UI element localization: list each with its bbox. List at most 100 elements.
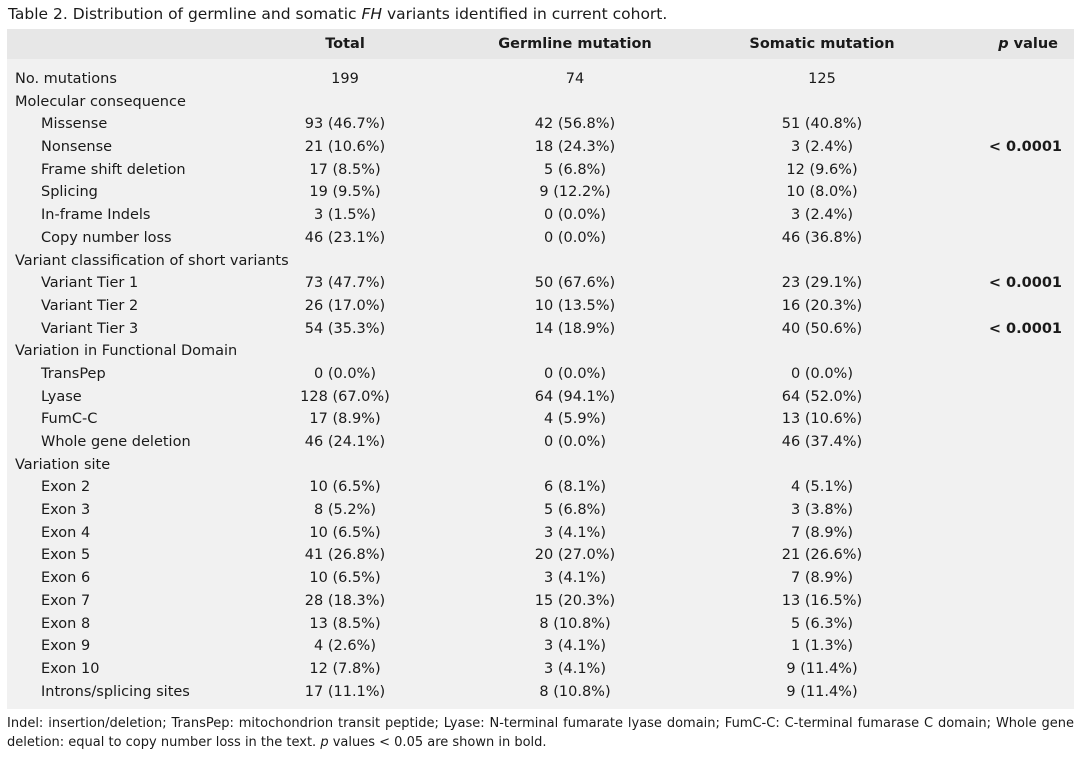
row-label: Exon 8 bbox=[41, 615, 91, 632]
cell-total: 12 (7.8%) bbox=[309, 660, 381, 677]
table-rows: No. mutations 199 74 125 Molecular consequen… bbox=[7, 68, 1074, 703]
cell-germline: 0 (0.0%) bbox=[544, 434, 606, 450]
cell-somatic: 125 bbox=[808, 71, 836, 87]
cell-somatic: 23 (29.1%) bbox=[781, 275, 863, 292]
table-row: Lyase 128 (67.0%) 64 (94.1%) 64 (52.0%) bbox=[7, 386, 1074, 409]
table-body: No. mutations 199 74 125 Molecular consequen… bbox=[7, 59, 1074, 709]
row-label: Variation site bbox=[15, 456, 111, 473]
row-label: Exon 6 bbox=[41, 570, 91, 587]
cell-total: 73 (47.7%) bbox=[304, 275, 386, 292]
row-label: Exon 2 bbox=[41, 479, 91, 496]
header-p-rest: value bbox=[1008, 36, 1058, 52]
cell-germline: 50 (67.6%) bbox=[534, 275, 616, 292]
cell-total: 10 (6.5%) bbox=[309, 570, 381, 587]
table-row: TransPep 0 (0.0%) 0 (0.0%) 0 (0.0%) bbox=[7, 363, 1074, 386]
cell-somatic: 4 (5.1%) bbox=[791, 479, 853, 496]
cell-germline: 0 (0.0%) bbox=[544, 207, 606, 224]
cell-total: 93 (46.7%) bbox=[304, 116, 386, 133]
cell-somatic: 51 (40.8%) bbox=[781, 116, 863, 133]
cell-p-value: < 0.0001 bbox=[988, 275, 1062, 292]
table-row: Splicing 19 (9.5%) 9 (12.2%) 10 (8.0%) bbox=[7, 181, 1074, 204]
cell-somatic: 5 (6.3%) bbox=[791, 615, 853, 632]
table-section-row: Variant classification of short variants bbox=[7, 250, 1074, 273]
table-row: Frame shift deletion 17 (8.5%) 5 (6.8%) 12 … bbox=[7, 159, 1074, 182]
table-section-row: Variation site bbox=[7, 454, 1074, 477]
row-label: Nonsense bbox=[41, 139, 113, 156]
caption-suffix: variants identified in current cohort. bbox=[382, 5, 668, 23]
cell-germline: 0 (0.0%) bbox=[544, 229, 606, 246]
cell-somatic: 1 (1.3%) bbox=[791, 638, 853, 655]
cell-somatic: 46 (37.4%) bbox=[781, 434, 863, 450]
row-label: Whole gene deletion bbox=[41, 434, 191, 450]
row-label: Lyase bbox=[41, 388, 82, 405]
table-row: Exon 2 10 (6.5%) 6 (8.1%) 4 (5.1%) bbox=[7, 476, 1074, 499]
cell-total: 19 (9.5%) bbox=[309, 184, 381, 201]
cell-total: 41 (26.8%) bbox=[304, 547, 386, 564]
table-row: Whole gene deletion 46 (24.1%) 0 (0.0%) 46 … bbox=[7, 431, 1074, 454]
cell-germline: 0 (0.0%) bbox=[544, 365, 606, 382]
cell-total: 54 (35.3%) bbox=[304, 320, 386, 337]
caption-gene: FH bbox=[361, 5, 383, 23]
row-label: Variant Tier 2 bbox=[41, 297, 139, 314]
cell-germline: 42 (56.8%) bbox=[534, 116, 616, 133]
table-row: Exon 7 28 (18.3%) 15 (20.3%) 13 (16.5%) bbox=[7, 590, 1074, 613]
cell-total: 46 (23.1%) bbox=[304, 229, 386, 246]
cell-total: 8 (5.2%) bbox=[314, 502, 376, 519]
header-total: Total bbox=[325, 36, 365, 52]
cell-total: 13 (8.5%) bbox=[309, 615, 381, 632]
cell-germline: 8 (10.8%) bbox=[539, 615, 611, 632]
table-row: Exon 4 10 (6.5%) 3 (4.1%) 7 (8.9%) bbox=[7, 522, 1074, 545]
footnote-text-end: values < 0.05 are shown in bold. bbox=[328, 735, 547, 750]
cell-somatic: 12 (9.6%) bbox=[786, 161, 858, 178]
footnote-text: Indel: insertion/deletion; TransPep: mit… bbox=[7, 716, 1074, 750]
cell-germline: 18 (24.3%) bbox=[534, 139, 616, 156]
header-somatic: Somatic mutation bbox=[749, 36, 895, 52]
table-section-row: Molecular consequence bbox=[7, 91, 1074, 114]
row-label: FumC-C bbox=[41, 411, 98, 428]
row-label: No. mutations bbox=[15, 71, 117, 87]
table-header: Total Germline mutation Somatic mutation… bbox=[7, 29, 1074, 59]
cell-somatic: 64 (52.0%) bbox=[781, 388, 863, 405]
table-row: Exon 10 12 (7.8%) 3 (4.1%) 9 (11.4%) bbox=[7, 658, 1074, 681]
cell-p-value: < 0.0001 bbox=[988, 139, 1062, 156]
cell-germline: 3 (4.1%) bbox=[544, 638, 606, 655]
cell-germline: 74 bbox=[565, 71, 585, 87]
row-label: Missense bbox=[41, 116, 108, 133]
cell-total: 17 (8.9%) bbox=[309, 411, 381, 428]
table-row: In-frame Indels 3 (1.5%) 0 (0.0%) 3 (2.4%) bbox=[7, 204, 1074, 227]
cell-total: 199 bbox=[331, 71, 359, 87]
cell-germline: 3 (4.1%) bbox=[544, 570, 606, 587]
table-section-row: Variation in Functional Domain bbox=[7, 340, 1074, 363]
row-label: Molecular consequence bbox=[15, 93, 186, 110]
table-row: Missense 93 (46.7%) 42 (56.8%) 51 (40.8%) bbox=[7, 113, 1074, 136]
caption-prefix: Table 2. Distribution of germline and so… bbox=[8, 5, 362, 23]
header-p-value: p value bbox=[998, 29, 1058, 59]
cell-somatic: 3 (2.4%) bbox=[791, 207, 853, 224]
table-section-row: No. mutations 199 74 125 bbox=[7, 68, 1074, 91]
row-label: Variant Tier 1 bbox=[41, 275, 139, 292]
table-row: Exon 9 4 (2.6%) 3 (4.1%) 1 (1.3%) bbox=[7, 635, 1074, 658]
cell-germline: 9 (12.2%) bbox=[539, 184, 611, 201]
cell-total: 21 (10.6%) bbox=[304, 139, 386, 156]
table-row: Exon 3 8 (5.2%) 5 (6.8%) 3 (3.8%) bbox=[7, 499, 1074, 522]
cell-somatic: 7 (8.9%) bbox=[791, 524, 853, 541]
cell-somatic: 3 (3.8%) bbox=[791, 502, 853, 519]
cell-somatic: 13 (16.5%) bbox=[781, 592, 863, 609]
cell-germline: 10 (13.5%) bbox=[534, 297, 616, 314]
cell-total: 17 (8.5%) bbox=[309, 161, 381, 178]
cell-total: 128 (67.0%) bbox=[300, 388, 390, 405]
header-germline: Germline mutation bbox=[498, 36, 652, 52]
row-label: Copy number loss bbox=[41, 229, 172, 246]
cell-somatic: 21 (26.6%) bbox=[781, 547, 863, 564]
table-row: Variant Tier 2 26 (17.0%) 10 (13.5%) 16 (20… bbox=[7, 295, 1074, 318]
header-p-italic: p bbox=[998, 36, 1009, 52]
row-label: Exon 7 bbox=[41, 592, 91, 609]
table-row: Copy number loss 46 (23.1%) 0 (0.0%) 46 (36… bbox=[7, 227, 1074, 250]
row-label: TransPep bbox=[41, 365, 106, 382]
row-label: Frame shift deletion bbox=[41, 161, 186, 178]
cell-somatic: 0 (0.0%) bbox=[791, 365, 853, 382]
cell-total: 10 (6.5%) bbox=[309, 524, 381, 541]
cell-germline: 3 (4.1%) bbox=[544, 524, 606, 541]
cell-germline: 20 (27.0%) bbox=[534, 547, 616, 564]
